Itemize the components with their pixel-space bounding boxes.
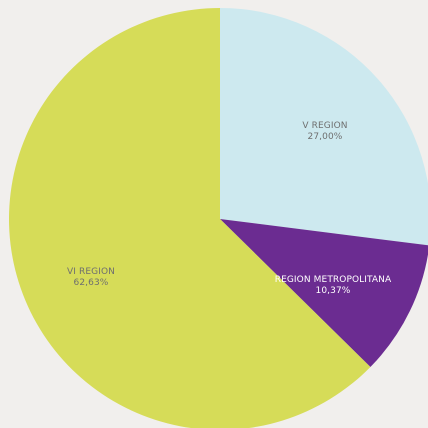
slice-label: VI REGION <box>67 267 115 277</box>
slice-value-label: 62,63% <box>74 278 109 288</box>
pie-slice-region-metropolitana <box>220 219 428 367</box>
pie-slices <box>9 8 428 428</box>
slice-label: V REGION <box>302 121 347 131</box>
slice-value-label: 10,37% <box>316 286 351 296</box>
pie-slice-vi-region <box>9 8 371 428</box>
slice-value-label: 27,00% <box>308 132 343 142</box>
pie-slice-v-region <box>220 8 428 246</box>
slice-label: REGION METROPOLITANA <box>275 275 392 285</box>
